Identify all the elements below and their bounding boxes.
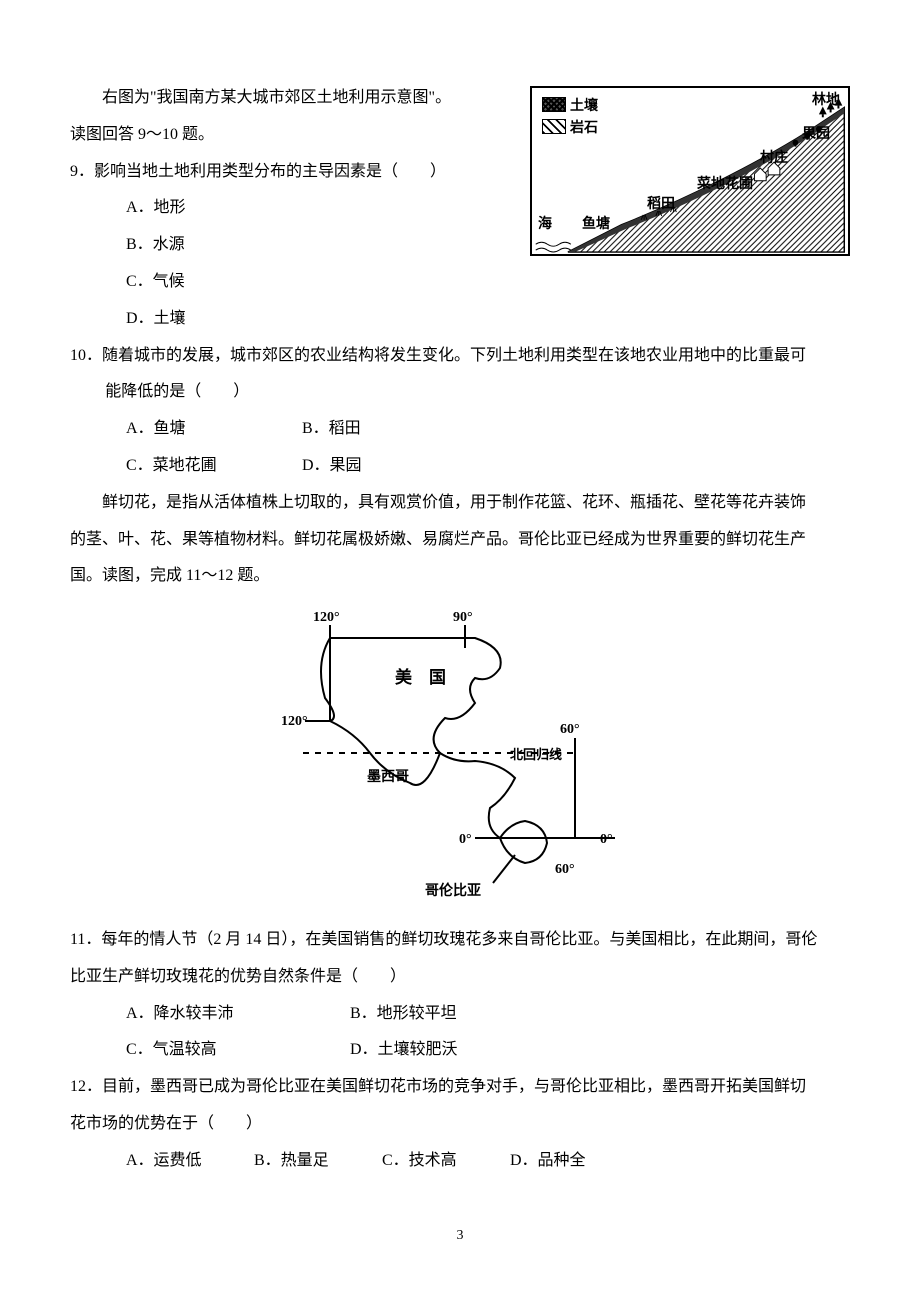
q10-opt-d: D．果园 (302, 448, 478, 485)
q12-opt-d: D．品种全 (510, 1143, 638, 1180)
map-lon120a: 120° (313, 610, 340, 625)
label-pond: 鱼塘 (582, 218, 610, 232)
label-sea: 海 (538, 218, 552, 232)
q10-stem2: 能降低的是（ ） (70, 374, 850, 411)
intro2-p1: 鲜切花，是指从活体植株上切取的，具有观赏价值，用于制作花篮、花环、瓶插花、壁花等… (70, 485, 850, 522)
map-mexico: 墨西哥 (367, 769, 409, 785)
q11-opt-b: B．地形较平坦 (350, 996, 574, 1033)
q12-stem1: 12．目前，墨西哥已成为哥伦比亚在美国鲜切花市场的竞争对手，与哥伦比亚相比，墨西… (70, 1069, 850, 1106)
q10-opt-a: A．鱼塘 (126, 411, 302, 448)
q10-opt-c: C．菜地花圃 (126, 448, 302, 485)
q9-opt-c: C．气候 (70, 264, 850, 301)
map-figure: 120° 90° 120° 美 国 墨西哥 北回归线 60° 0° 0° 60°… (70, 603, 850, 918)
intro2-p3: 国。读图，完成 11～12 题。 (70, 558, 850, 595)
q12-opt-a: A．运费低 (126, 1143, 254, 1180)
q11-opt-c: C．气温较高 (126, 1032, 350, 1069)
q12-stem2: 花市场的优势在于（ ） (70, 1106, 850, 1143)
intro2-p2: 的茎、叶、花、果等植物材料。鲜切花属极娇嫩、易腐烂产品。哥伦比亚已经成为世界重要… (70, 522, 850, 559)
landuse-diagram: 土壤 岩石 (530, 86, 850, 256)
q11-stem1: 11．每年的情人节（2 月 14 日），在美国销售的鲜切玫瑰花多来自哥伦比亚。与… (70, 922, 850, 959)
map-colombia: 哥伦比亚 (425, 882, 481, 899)
map-lon60a: 60° (560, 722, 580, 737)
q9-opt-d: D．土壤 (70, 301, 850, 338)
q11-opt-d: D．土壤较肥沃 (350, 1032, 574, 1069)
map-lon90: 90° (453, 610, 473, 625)
q11-opt-a: A．降水较丰沛 (126, 996, 350, 1033)
q10-opt-b: B．稻田 (302, 411, 478, 448)
label-veg: 菜地花圃 (697, 178, 753, 192)
q12-opt-c: C．技术高 (382, 1143, 510, 1180)
label-village: 村庄 (760, 152, 788, 166)
q11-stem2: 比亚生产鲜切玫瑰花的优势自然条件是（ ） (70, 959, 850, 996)
page-number: 3 (70, 1220, 850, 1252)
q10-stem1: 10．随着城市的发展，城市郊区的农业结构将发生变化。下列土地利用类型在该地农业用… (70, 338, 850, 375)
map-lon60b: 60° (555, 862, 575, 877)
map-lat0b: 0° (600, 832, 613, 847)
map-usa: 美 国 (395, 667, 446, 687)
map-lat0a: 0° (459, 832, 472, 847)
q12-opt-b: B．热量足 (254, 1143, 382, 1180)
label-orchard: 果园 (802, 128, 830, 142)
map-tropic: 北回归线 (510, 747, 562, 762)
label-forest: 林地 (812, 94, 840, 108)
label-paddy: 稻田 (647, 198, 675, 212)
map-lon120b: 120° (281, 714, 308, 729)
